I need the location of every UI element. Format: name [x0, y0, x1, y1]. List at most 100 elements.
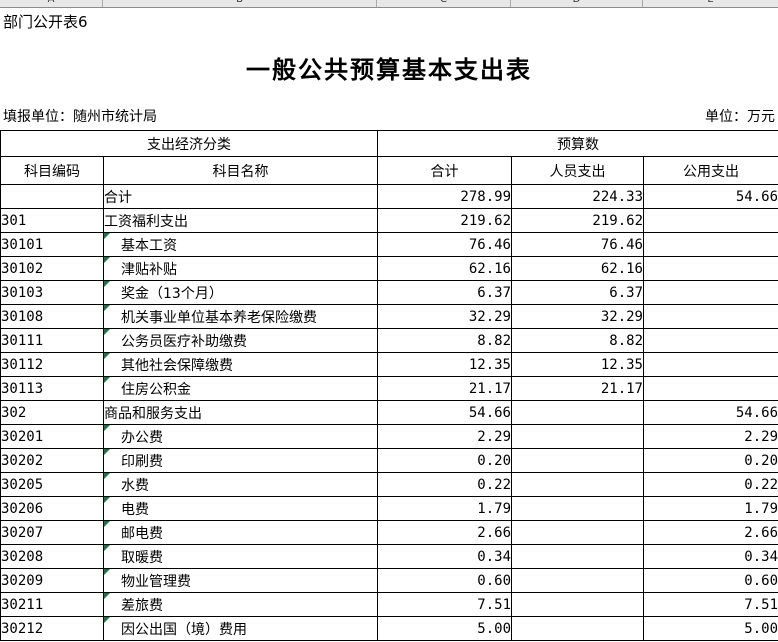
subject-code-cell[interactable]: 30108	[0, 304, 104, 329]
public-expense-cell[interactable]: 7.51	[642, 592, 778, 617]
personnel-expense-cell[interactable]: 62.16	[511, 256, 644, 281]
subject-name-cell[interactable]: 物业管理费	[103, 568, 378, 593]
column-header-d[interactable]: D	[511, 0, 643, 7]
subject-name-cell[interactable]: 办公费	[103, 424, 378, 449]
public-expense-cell[interactable]: 0.60	[642, 568, 778, 593]
total-cell[interactable]: 278.99	[377, 184, 512, 209]
personnel-expense-cell[interactable]	[511, 520, 644, 545]
personnel-expense-cell[interactable]: 12.35	[511, 352, 644, 377]
total-cell[interactable]: 32.29	[377, 304, 512, 329]
subject-name-cell[interactable]: 商品和服务支出	[103, 400, 378, 425]
subject-name-cell[interactable]: 公务员医疗补助缴费	[103, 328, 378, 353]
col-header-public-expense[interactable]: 公用支出	[642, 156, 778, 185]
public-expense-cell[interactable]: 54.66	[642, 184, 778, 209]
total-cell[interactable]: 0.60	[377, 568, 512, 593]
subject-name-cell[interactable]: 因公出国（境）费用	[103, 616, 378, 641]
public-expense-cell[interactable]: 0.34	[642, 544, 778, 569]
subject-code-cell[interactable]: 30201	[0, 424, 104, 449]
subject-name-cell[interactable]: 机关事业单位基本养老保险缴费	[103, 304, 378, 329]
public-expense-cell[interactable]	[642, 352, 778, 377]
subject-code-cell[interactable]: 30202	[0, 448, 104, 473]
total-cell[interactable]: 76.46	[377, 232, 512, 257]
subject-code-cell[interactable]: 30103	[0, 280, 104, 305]
total-cell[interactable]: 0.20	[377, 448, 512, 473]
personnel-expense-cell[interactable]	[511, 496, 644, 521]
subject-code-cell[interactable]: 30212	[0, 616, 104, 641]
total-cell[interactable]: 8.82	[377, 328, 512, 353]
total-cell[interactable]: 2.66	[377, 520, 512, 545]
personnel-expense-cell[interactable]: 21.17	[511, 376, 644, 401]
col-header-total[interactable]: 合计	[377, 156, 512, 185]
personnel-expense-cell[interactable]	[511, 472, 644, 497]
subject-name-cell[interactable]: 基本工资	[103, 232, 378, 257]
personnel-expense-cell[interactable]	[511, 592, 644, 617]
public-expense-cell[interactable]: 5.00	[642, 616, 778, 641]
public-expense-cell[interactable]: 0.22	[642, 472, 778, 497]
public-expense-cell[interactable]	[642, 304, 778, 329]
subject-code-cell[interactable]: 30211	[0, 592, 104, 617]
budget-figures-header[interactable]: 预算数	[376, 130, 778, 157]
public-expense-cell[interactable]: 2.29	[642, 424, 778, 449]
total-cell[interactable]: 12.35	[377, 352, 512, 377]
personnel-expense-cell[interactable]	[511, 400, 644, 425]
public-expense-cell[interactable]: 54.66	[642, 400, 778, 425]
subject-code-cell[interactable]: 30209	[0, 568, 104, 593]
subject-code-cell[interactable]: 30112	[0, 352, 104, 377]
subject-name-cell[interactable]: 合计	[103, 184, 378, 209]
expense-classification-header[interactable]: 支出经济分类	[0, 130, 378, 157]
personnel-expense-cell[interactable]: 8.82	[511, 328, 644, 353]
subject-name-cell[interactable]: 水费	[103, 472, 378, 497]
subject-code-cell[interactable]: 30207	[0, 520, 104, 545]
personnel-expense-cell[interactable]: 76.46	[511, 232, 644, 257]
subject-code-cell[interactable]: 30101	[0, 232, 104, 257]
public-expense-cell[interactable]	[642, 232, 778, 257]
subject-code-cell[interactable]: 30113	[0, 376, 104, 401]
total-cell[interactable]: 62.16	[377, 256, 512, 281]
subject-name-cell[interactable]: 取暖费	[103, 544, 378, 569]
subject-name-cell[interactable]: 邮电费	[103, 520, 378, 545]
subject-name-cell[interactable]: 印刷费	[103, 448, 378, 473]
subject-code-cell[interactable]: 30208	[0, 544, 104, 569]
subject-code-cell[interactable]: 301	[0, 208, 104, 233]
personnel-expense-cell[interactable]: 6.37	[511, 280, 644, 305]
subject-name-cell[interactable]: 津贴补贴	[103, 256, 378, 281]
public-expense-cell[interactable]	[642, 376, 778, 401]
public-expense-cell[interactable]: 2.66	[642, 520, 778, 545]
public-expense-cell[interactable]: 0.20	[642, 448, 778, 473]
column-header-e[interactable]: E	[643, 0, 778, 7]
public-expense-cell[interactable]	[642, 280, 778, 305]
total-cell[interactable]: 5.00	[377, 616, 512, 641]
total-cell[interactable]: 21.17	[377, 376, 512, 401]
column-header-b[interactable]: B	[103, 0, 377, 7]
subject-name-cell[interactable]: 电费	[103, 496, 378, 521]
personnel-expense-cell[interactable]	[511, 544, 644, 569]
subject-name-cell[interactable]: 差旅费	[103, 592, 378, 617]
subject-name-cell[interactable]: 奖金（13个月）	[103, 280, 378, 305]
personnel-expense-cell[interactable]	[511, 568, 644, 593]
total-cell[interactable]: 6.37	[377, 280, 512, 305]
personnel-expense-cell[interactable]	[511, 424, 644, 449]
total-cell[interactable]: 0.22	[377, 472, 512, 497]
column-header-a[interactable]: A	[0, 0, 103, 7]
subject-code-cell[interactable]	[0, 184, 104, 209]
public-expense-cell[interactable]	[642, 328, 778, 353]
public-expense-cell[interactable]: 1.79	[642, 496, 778, 521]
total-cell[interactable]: 54.66	[377, 400, 512, 425]
col-header-subject-name[interactable]: 科目名称	[103, 156, 378, 185]
total-cell[interactable]: 1.79	[377, 496, 512, 521]
subject-name-cell[interactable]: 住房公积金	[103, 376, 378, 401]
subject-code-cell[interactable]: 302	[0, 400, 104, 425]
total-cell[interactable]: 0.34	[377, 544, 512, 569]
col-header-subject-code[interactable]: 科目编码	[0, 156, 104, 185]
personnel-expense-cell[interactable]: 32.29	[511, 304, 644, 329]
subject-code-cell[interactable]: 30102	[0, 256, 104, 281]
subject-name-cell[interactable]: 其他社会保障缴费	[103, 352, 378, 377]
subject-name-cell[interactable]: 工资福利支出	[103, 208, 378, 233]
personnel-expense-cell[interactable]: 224.33	[511, 184, 644, 209]
public-expense-cell[interactable]	[642, 208, 778, 233]
column-header-c[interactable]: C	[377, 0, 511, 7]
personnel-expense-cell[interactable]	[511, 616, 644, 641]
subject-code-cell[interactable]: 30206	[0, 496, 104, 521]
subject-code-cell[interactable]: 30111	[0, 328, 104, 353]
total-cell[interactable]: 219.62	[377, 208, 512, 233]
